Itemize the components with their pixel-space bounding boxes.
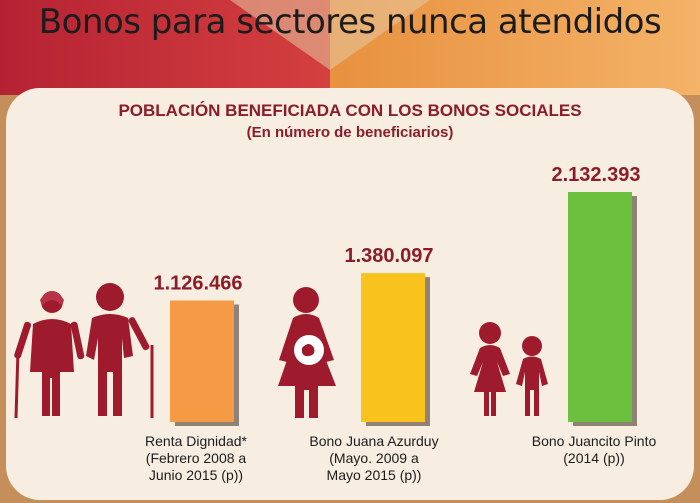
data-label-2: 1.380.097 xyxy=(345,245,434,267)
data-label-3: 2.132.393 xyxy=(552,164,641,186)
category-label-2: (Mayo. 2009 a xyxy=(329,450,419,466)
category-label-2: Mayo 2015 (p)) xyxy=(327,467,422,483)
chart-title: POBLACIÓN BENEFICIADA CON LOS BONOS SOCI… xyxy=(118,101,582,120)
pregnant-woman-icon xyxy=(278,287,336,418)
bars-group xyxy=(170,192,637,426)
children-icon xyxy=(470,322,548,416)
page-title: Bonos para sectores nunca atendidos xyxy=(38,2,662,42)
bar-3 xyxy=(568,192,632,422)
bar-1 xyxy=(170,300,234,422)
category-label-2: Bono Juana Azurduy xyxy=(309,433,438,449)
elderly-couple-icon xyxy=(14,283,154,419)
chart-subtitle: (En número de beneficiarios) xyxy=(246,124,454,141)
category-label-3: (2014 (p)) xyxy=(563,450,624,466)
category-label-1: Renta Dignidad* xyxy=(145,433,248,449)
bar-2 xyxy=(361,273,425,422)
data-labels-group: 1.126.466 1.380.097 2.132.393 xyxy=(154,164,641,294)
category-label-1: (Febrero 2008 a xyxy=(146,450,247,466)
category-label-1: Junio 2015 (p)) xyxy=(149,467,243,483)
data-label-1: 1.126.466 xyxy=(154,272,243,294)
category-label-3: Bono Juancito Pinto xyxy=(532,433,657,449)
